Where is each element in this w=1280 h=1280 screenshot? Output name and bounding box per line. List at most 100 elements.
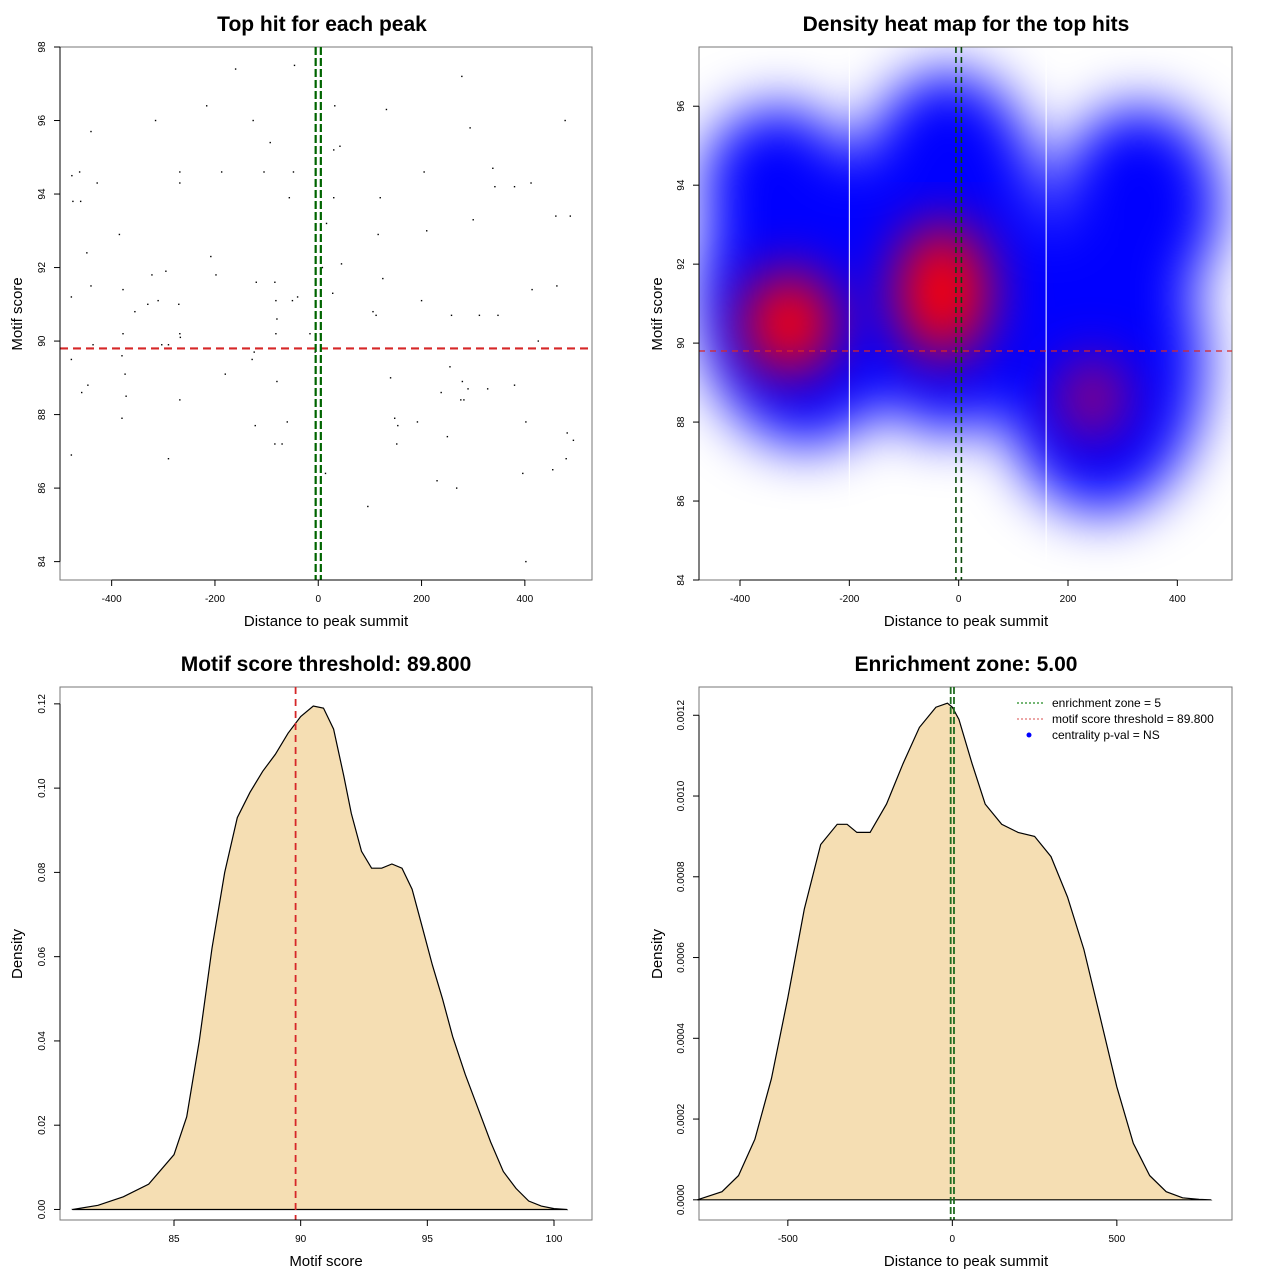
scatter-point — [556, 285, 558, 287]
legend-centrality-point — [1026, 732, 1032, 738]
scatter-point — [118, 233, 121, 236]
scatter-point — [79, 200, 82, 203]
y-tick-label: 0.0002 — [676, 1103, 687, 1134]
heatmap-density-peak — [895, 224, 989, 359]
scatter-point — [275, 333, 277, 335]
x-tick-label: -400 — [102, 594, 122, 605]
x-tick-label: 95 — [422, 1234, 434, 1245]
heatmap-y-label: Motif score — [649, 277, 666, 350]
scatter-y-label: Motif score — [9, 277, 26, 350]
scatter-point — [70, 296, 73, 298]
scatter-point — [396, 443, 398, 445]
scatter-point — [122, 333, 124, 335]
scatter-point — [379, 197, 381, 199]
x-tick-label: -500 — [778, 1234, 798, 1245]
scatter-point — [147, 303, 149, 306]
x-tick-label: 100 — [546, 1234, 563, 1245]
scatter-point — [121, 355, 123, 357]
heatmap-title: Density heat map for the top hits — [803, 13, 1130, 36]
score-density-x-label: Motif score — [289, 1253, 362, 1270]
scatter-point — [276, 380, 278, 383]
x-tick-label: 200 — [1060, 594, 1077, 605]
y-tick-label: 88 — [676, 416, 687, 428]
scatter-points — [70, 64, 575, 563]
scatter-point — [472, 219, 474, 221]
y-axis: 0.0000 0.0002 0.0004 0.0006 0.0008 0.0010 0.00… — [676, 700, 700, 1215]
scatter-point — [179, 333, 181, 335]
scatter-point — [426, 230, 428, 232]
scatter-point — [70, 454, 73, 456]
y-tick-label: 96 — [676, 100, 687, 112]
x-axis: -500 0 500 — [778, 1219, 1126, 1245]
score-density-y-label: Density — [9, 928, 26, 979]
x-axis: -400 -200 0 200 400 — [102, 579, 534, 605]
distance-density-x-label: Distance to peak summit — [884, 1253, 1049, 1270]
scatter-point — [564, 119, 566, 122]
heatmap-panel: Density heat map for the top hits -400 -2… — [649, 13, 1233, 630]
scatter-point — [566, 432, 568, 434]
scatter-point — [309, 333, 311, 335]
scatter-point — [325, 222, 328, 225]
scatter-point — [367, 505, 369, 508]
scatter-point — [167, 457, 170, 460]
scatter-point — [80, 391, 83, 394]
scatter-point — [492, 167, 494, 170]
y-tick-label: 0.0004 — [676, 1023, 687, 1054]
heatmap-density-peak — [1062, 358, 1123, 438]
x-tick-label: 85 — [168, 1234, 180, 1245]
scatter-point — [254, 424, 256, 427]
scatter-point — [455, 487, 458, 489]
scatter-point — [372, 310, 374, 313]
scatter-point — [72, 200, 74, 203]
scatter-point — [324, 472, 327, 475]
scatter-point — [332, 292, 334, 294]
scatter-point — [461, 380, 464, 383]
scatter-panel: Top hit for each peak -400 -200 0 200 400 84… — [9, 13, 593, 630]
scatter-point — [179, 399, 181, 401]
scatter-point — [569, 215, 572, 217]
y-axis: 0.00 0.02 0.04 0.06 0.08 0.10 0.12 — [37, 694, 61, 1219]
scatter-point — [70, 358, 73, 361]
density-curve — [71, 705, 569, 1211]
scatter-point — [124, 373, 126, 375]
y-tick-label: 0.04 — [37, 1031, 48, 1051]
scatter-point — [513, 384, 516, 386]
y-tick-label: 92 — [676, 258, 687, 270]
scatter-point — [494, 185, 496, 188]
scatter-point — [525, 560, 527, 563]
scatter-point — [513, 185, 516, 188]
scatter-point — [565, 457, 567, 460]
y-tick-label: 0.0006 — [676, 942, 687, 973]
y-tick-label: 94 — [676, 179, 687, 191]
scatter-point — [121, 417, 123, 419]
scatter-point — [522, 472, 524, 475]
scatter-point — [274, 443, 276, 445]
scatter-point — [420, 299, 423, 302]
scatter-point — [463, 399, 465, 401]
scatter-point — [234, 68, 237, 70]
scatter-point — [450, 314, 453, 317]
scatter-point — [167, 344, 170, 346]
heatmap-x-label: Distance to peak summit — [884, 613, 1049, 630]
scatter-point — [530, 182, 532, 184]
score-density-panel: Motif score threshold: 89.800 85 90 95 100 … — [9, 653, 593, 1270]
x-tick-label: 0 — [950, 1234, 956, 1245]
score-density-title: Motif score threshold: 89.800 — [181, 653, 472, 676]
scatter-point — [334, 105, 336, 107]
x-tick-label: 0 — [956, 594, 962, 605]
scatter-point — [469, 127, 471, 129]
scatter-point — [460, 399, 462, 401]
scatter-point — [486, 388, 489, 390]
x-tick-label: -400 — [730, 594, 750, 605]
scatter-point — [274, 281, 276, 283]
y-axis: 84 86 88 90 92 94 96 — [676, 100, 700, 586]
scatter-point — [255, 281, 257, 283]
y-tick-label: 0.00 — [37, 1199, 48, 1219]
y-tick-label: 90 — [676, 337, 687, 349]
scatter-point — [122, 288, 124, 291]
scatter-point — [296, 296, 299, 298]
scatter-point — [125, 395, 127, 397]
scatter-point — [90, 130, 92, 133]
y-tick-label: 0.06 — [37, 946, 48, 966]
